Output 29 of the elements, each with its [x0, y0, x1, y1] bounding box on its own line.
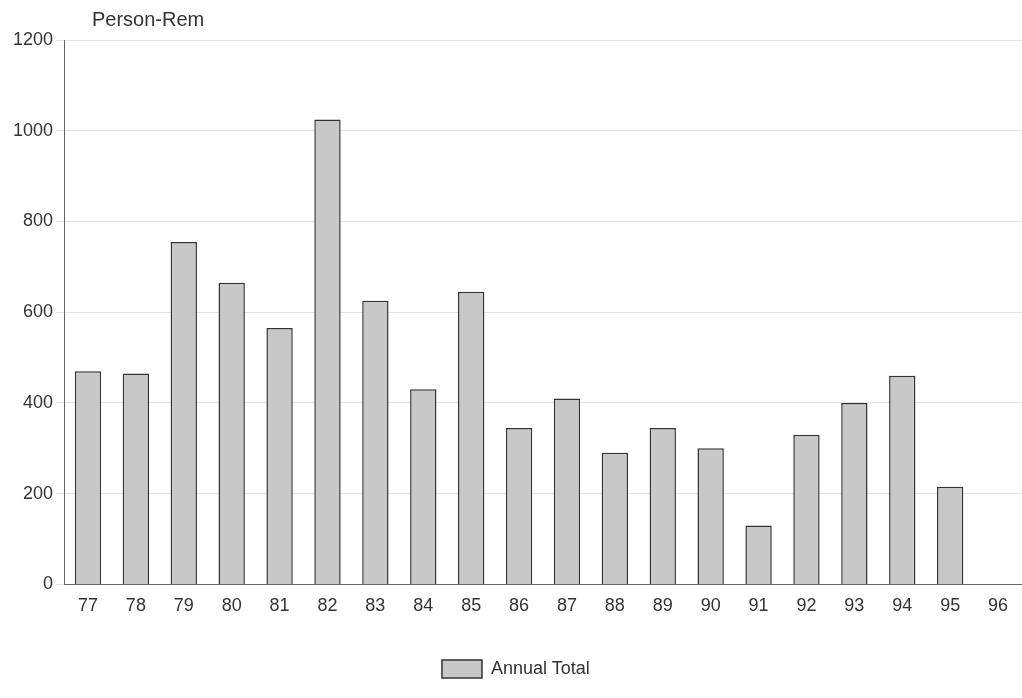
x-tick-label: 88: [604, 595, 625, 616]
x-tick-label: 82: [317, 595, 338, 616]
x-tick-label: 83: [365, 595, 386, 616]
y-tick-label: 600: [23, 301, 54, 322]
x-tick-label: 78: [125, 595, 146, 616]
x-tick-label: 80: [221, 595, 242, 616]
legend-label: Annual Total: [490, 657, 590, 678]
x-tick-label: 77: [77, 595, 99, 616]
x-tick-label: 93: [844, 595, 865, 616]
y-tick-label: 0: [43, 573, 54, 594]
y-tick-label: 200: [23, 482, 54, 503]
y-axis-title: Person-Rem: [92, 8, 205, 31]
x-tick-label: 87: [556, 595, 577, 616]
x-tick-label: 79: [173, 595, 194, 616]
x-tick-label: 94: [892, 595, 913, 616]
y-tick-label: 400: [23, 391, 54, 412]
x-tick-label: 91: [748, 595, 769, 616]
y-tick-label: 1000: [13, 119, 54, 140]
x-tick-label: 86: [509, 595, 530, 616]
x-tick-label: 96: [988, 595, 1009, 616]
x-tick-label: 81: [269, 595, 290, 616]
x-tick-label: 84: [413, 595, 434, 616]
x-tick-label: 90: [700, 595, 721, 616]
y-tick-label: 1200: [13, 28, 54, 49]
x-tick-label: 89: [652, 595, 673, 616]
x-tick-label: 85: [461, 595, 482, 616]
x-tick-label: 92: [796, 595, 817, 616]
y-tick-label: 800: [23, 210, 54, 231]
x-tick-label: 95: [940, 595, 961, 616]
